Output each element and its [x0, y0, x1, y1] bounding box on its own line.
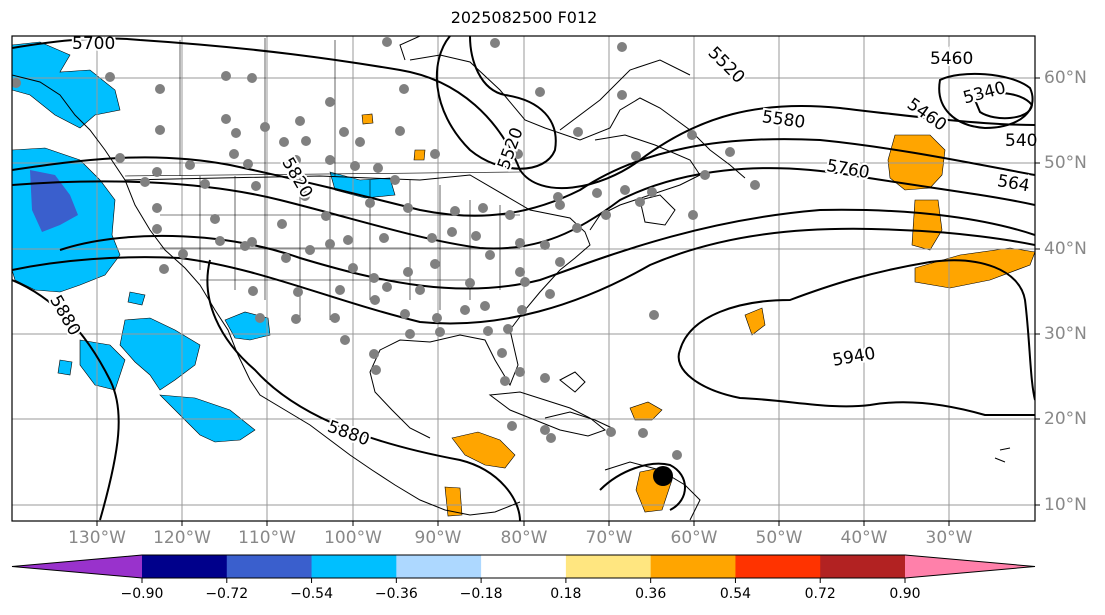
- longitude-label: 130°W: [68, 528, 126, 548]
- contour-label: 5940: [831, 344, 877, 371]
- colorbar-tick-label: −0.72: [205, 586, 249, 602]
- colorbar-segment: [650, 555, 736, 578]
- contour-label: 5520: [704, 43, 749, 88]
- colorbar-segment: [481, 555, 567, 578]
- longitude-label: 100°W: [324, 528, 382, 548]
- storm-center-marker: [653, 466, 673, 486]
- colorbar-segment: [565, 555, 652, 578]
- colorbar-tick-label: 0.54: [719, 586, 752, 602]
- latitude-label: 50°N: [1044, 153, 1087, 173]
- height-contours: [12, 36, 1035, 521]
- longitude-label: 80°W: [500, 528, 548, 548]
- colorbar-tick-label: −0.36: [374, 586, 418, 602]
- colorbar-segment: [735, 555, 821, 578]
- longitude-label: 110°W: [238, 528, 296, 548]
- station-markers: [12, 37, 760, 460]
- colorbar-tick-label: −0.90: [120, 586, 164, 602]
- axis-ticks: [96, 77, 1040, 526]
- colorbar-segment: [142, 555, 228, 578]
- colorbar-tick-label: 0.36: [635, 586, 667, 602]
- positive-anomaly-fills: [361, 113, 1035, 517]
- colorbar-segment: [396, 555, 482, 578]
- map-title: 2025082500 F012: [450, 8, 598, 27]
- contour-label: 540: [1005, 131, 1037, 151]
- longitude-label: 30°W: [925, 528, 973, 548]
- contour-label: 5880: [45, 292, 84, 339]
- longitude-label: 60°W: [670, 528, 718, 548]
- longitude-label: 40°W: [840, 528, 888, 548]
- latitude-label: 20°N: [1044, 409, 1087, 429]
- contour-label: 5460: [930, 49, 973, 69]
- longitude-label: 120°W: [153, 528, 211, 548]
- colorbar-segment: [820, 555, 906, 578]
- latitude-label: 30°N: [1044, 324, 1087, 344]
- contour-label: 564: [996, 171, 1031, 196]
- latitude-label: 40°N: [1044, 239, 1087, 259]
- contour-label: 5340: [961, 78, 1008, 109]
- colorbar-segment: [311, 555, 397, 578]
- colorbar-extend-high: [905, 555, 1035, 578]
- negative-anomaly-fills: [12, 41, 396, 443]
- contour-label: 5580: [761, 107, 807, 133]
- colorbar-segment: [226, 555, 313, 578]
- colorbar-tick-label: 0.90: [889, 586, 921, 602]
- lat-lon-grid: [12, 36, 1035, 521]
- latitude-label: 10°N: [1044, 495, 1087, 515]
- colorbar-tick-label: −0.18: [459, 586, 503, 602]
- longitude-label: 90°W: [414, 528, 462, 548]
- contour-label: 5700: [72, 34, 115, 54]
- colorbar-tick-label: 0.72: [804, 586, 836, 602]
- longitude-label: 50°W: [755, 528, 803, 548]
- latitude-label: 60°N: [1044, 68, 1087, 88]
- longitude-label: 70°W: [585, 528, 633, 548]
- colorbar-tick-label: 0.18: [550, 586, 582, 602]
- contour-label: 5880: [325, 417, 372, 451]
- contour-label: 5460: [903, 94, 950, 135]
- colorbar-extend-low: [12, 555, 142, 578]
- colorbar-tick-label: −0.54: [290, 586, 333, 602]
- colorbar: [11, 554, 1036, 583]
